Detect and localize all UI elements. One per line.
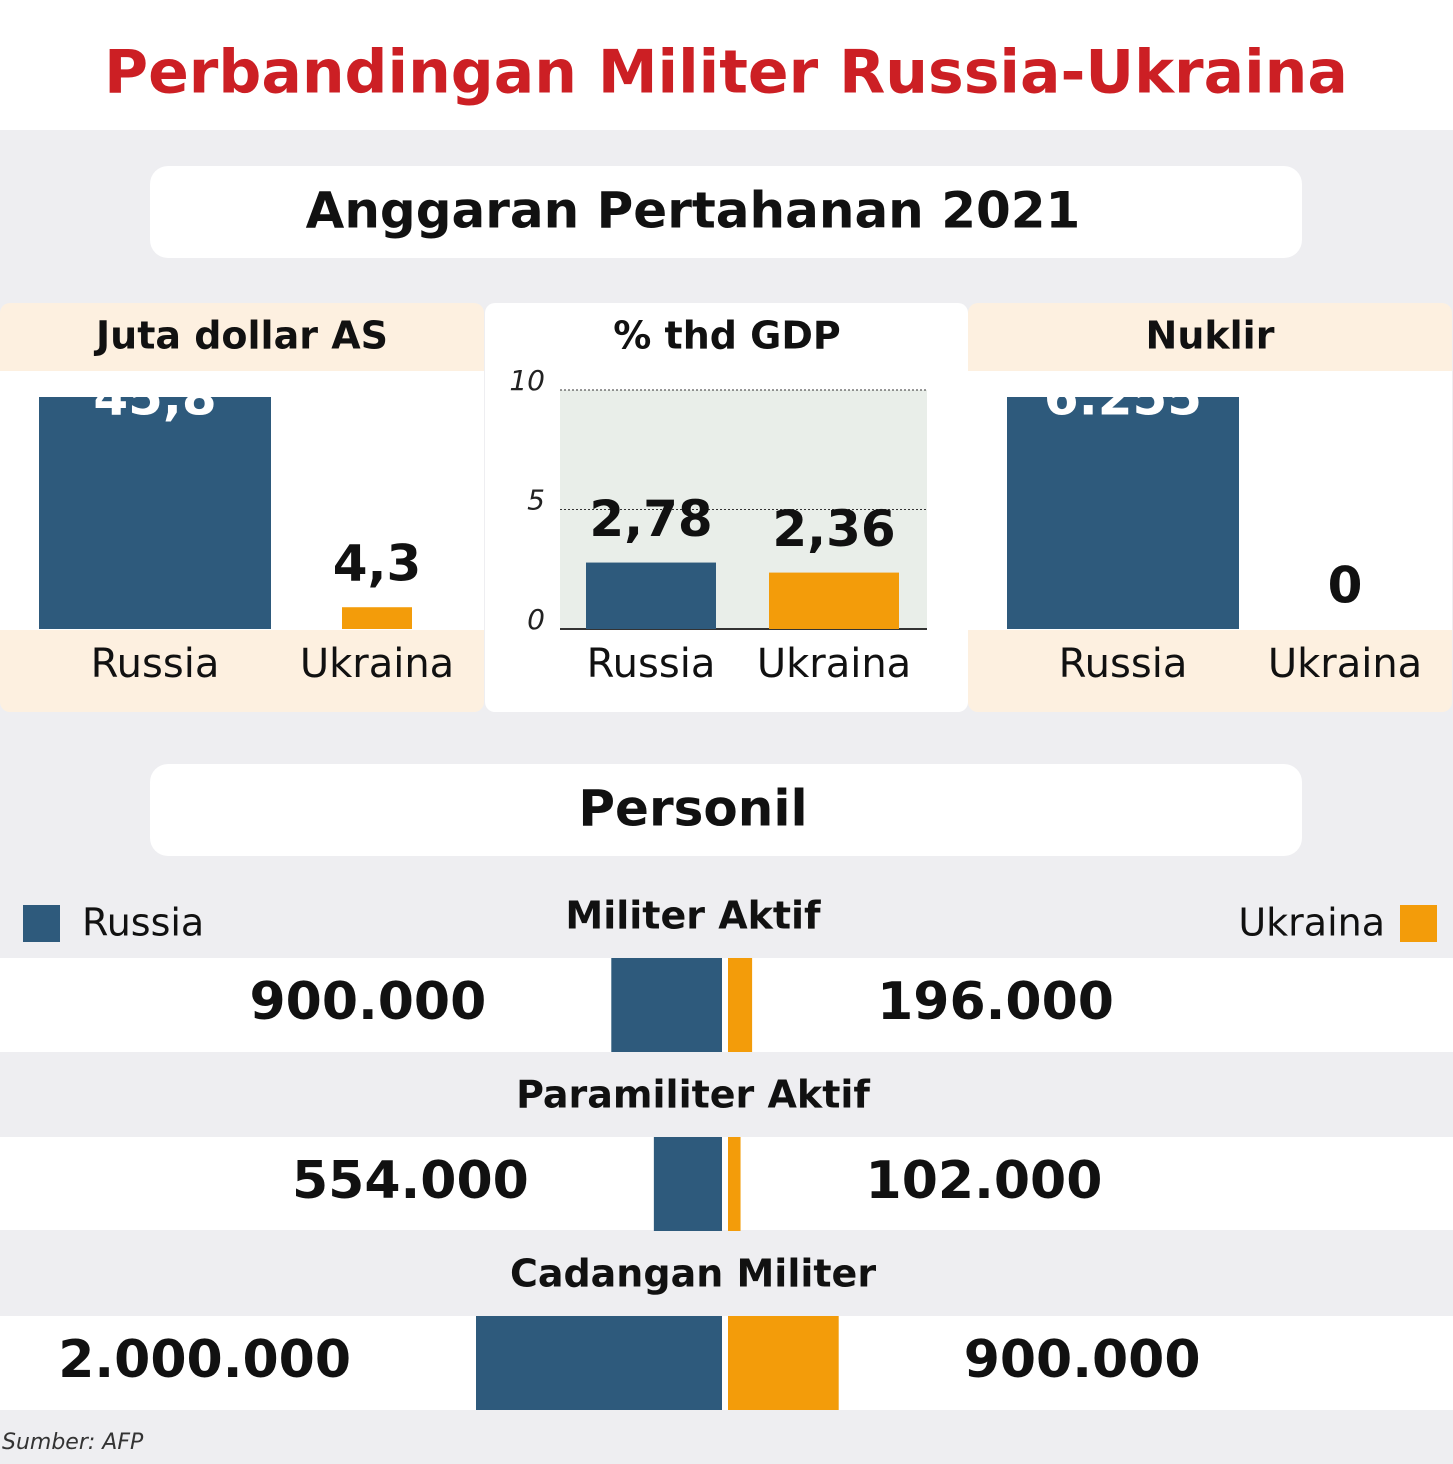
chart-title: Juta dollar AS [93, 314, 388, 358]
section-heading: Anggaran Pertahanan 2021 [306, 182, 1081, 240]
x-tick-label: Ukraina [1268, 641, 1422, 687]
bar [611, 958, 722, 1052]
y-tick-label: 5 [527, 484, 545, 517]
bar [728, 1316, 839, 1410]
value-label: 102.000 [866, 1151, 1103, 1211]
legend-swatch [23, 905, 60, 942]
value-label: 554.000 [292, 1151, 529, 1211]
value-label: 2,36 [772, 500, 895, 558]
row-band [0, 1316, 1453, 1410]
chart-title: Nuklir [1146, 314, 1275, 358]
x-tick-label: Ukraina [300, 641, 454, 687]
bar [39, 397, 271, 629]
x-tick-label: Russia [587, 641, 716, 687]
row-label: Paramiliter Aktif [516, 1073, 870, 1117]
legend-label: Ukraina [1238, 901, 1385, 945]
legend-swatch [1400, 905, 1437, 942]
heading-box [150, 764, 1302, 856]
value-label: 6.255 [1044, 369, 1202, 427]
x-tick-label: Russia [1059, 641, 1188, 687]
title-band [0, 0, 1453, 130]
row-band [0, 958, 1453, 1052]
legend-label: Russia [82, 901, 204, 945]
chart-title: % thd GDP [613, 314, 841, 358]
y-tick-label: 10 [509, 364, 545, 397]
bar [586, 562, 716, 629]
bar [728, 958, 753, 1052]
bar [476, 1316, 722, 1410]
value-label: 2.000.000 [58, 1330, 351, 1390]
value-label: 45,8 [93, 369, 216, 427]
row-label: Militer Aktif [565, 894, 821, 938]
title: Perbandingan Militer Russia-Ukraina [104, 38, 1348, 108]
bar [1007, 397, 1239, 629]
row-band [0, 1137, 1453, 1230]
y-tick-label: 0 [527, 603, 545, 636]
value-label: 4,3 [333, 535, 422, 593]
value-label: 900.000 [964, 1330, 1201, 1390]
value-label: 900.000 [249, 972, 486, 1032]
bar [728, 1137, 741, 1231]
bar [342, 607, 412, 629]
x-tick-label: Ukraina [757, 641, 911, 687]
value-label: 0 [1328, 557, 1363, 615]
bar [769, 572, 899, 629]
value-label: 196.000 [877, 972, 1114, 1032]
section-heading: Personil [578, 780, 807, 838]
row-label: Cadangan Militer [510, 1252, 876, 1296]
x-tick-label: Russia [91, 641, 220, 687]
heading-box [150, 166, 1302, 258]
source: Sumber: AFP [2, 1430, 144, 1455]
value-label: 2,78 [589, 490, 712, 548]
bar [653, 1137, 722, 1231]
